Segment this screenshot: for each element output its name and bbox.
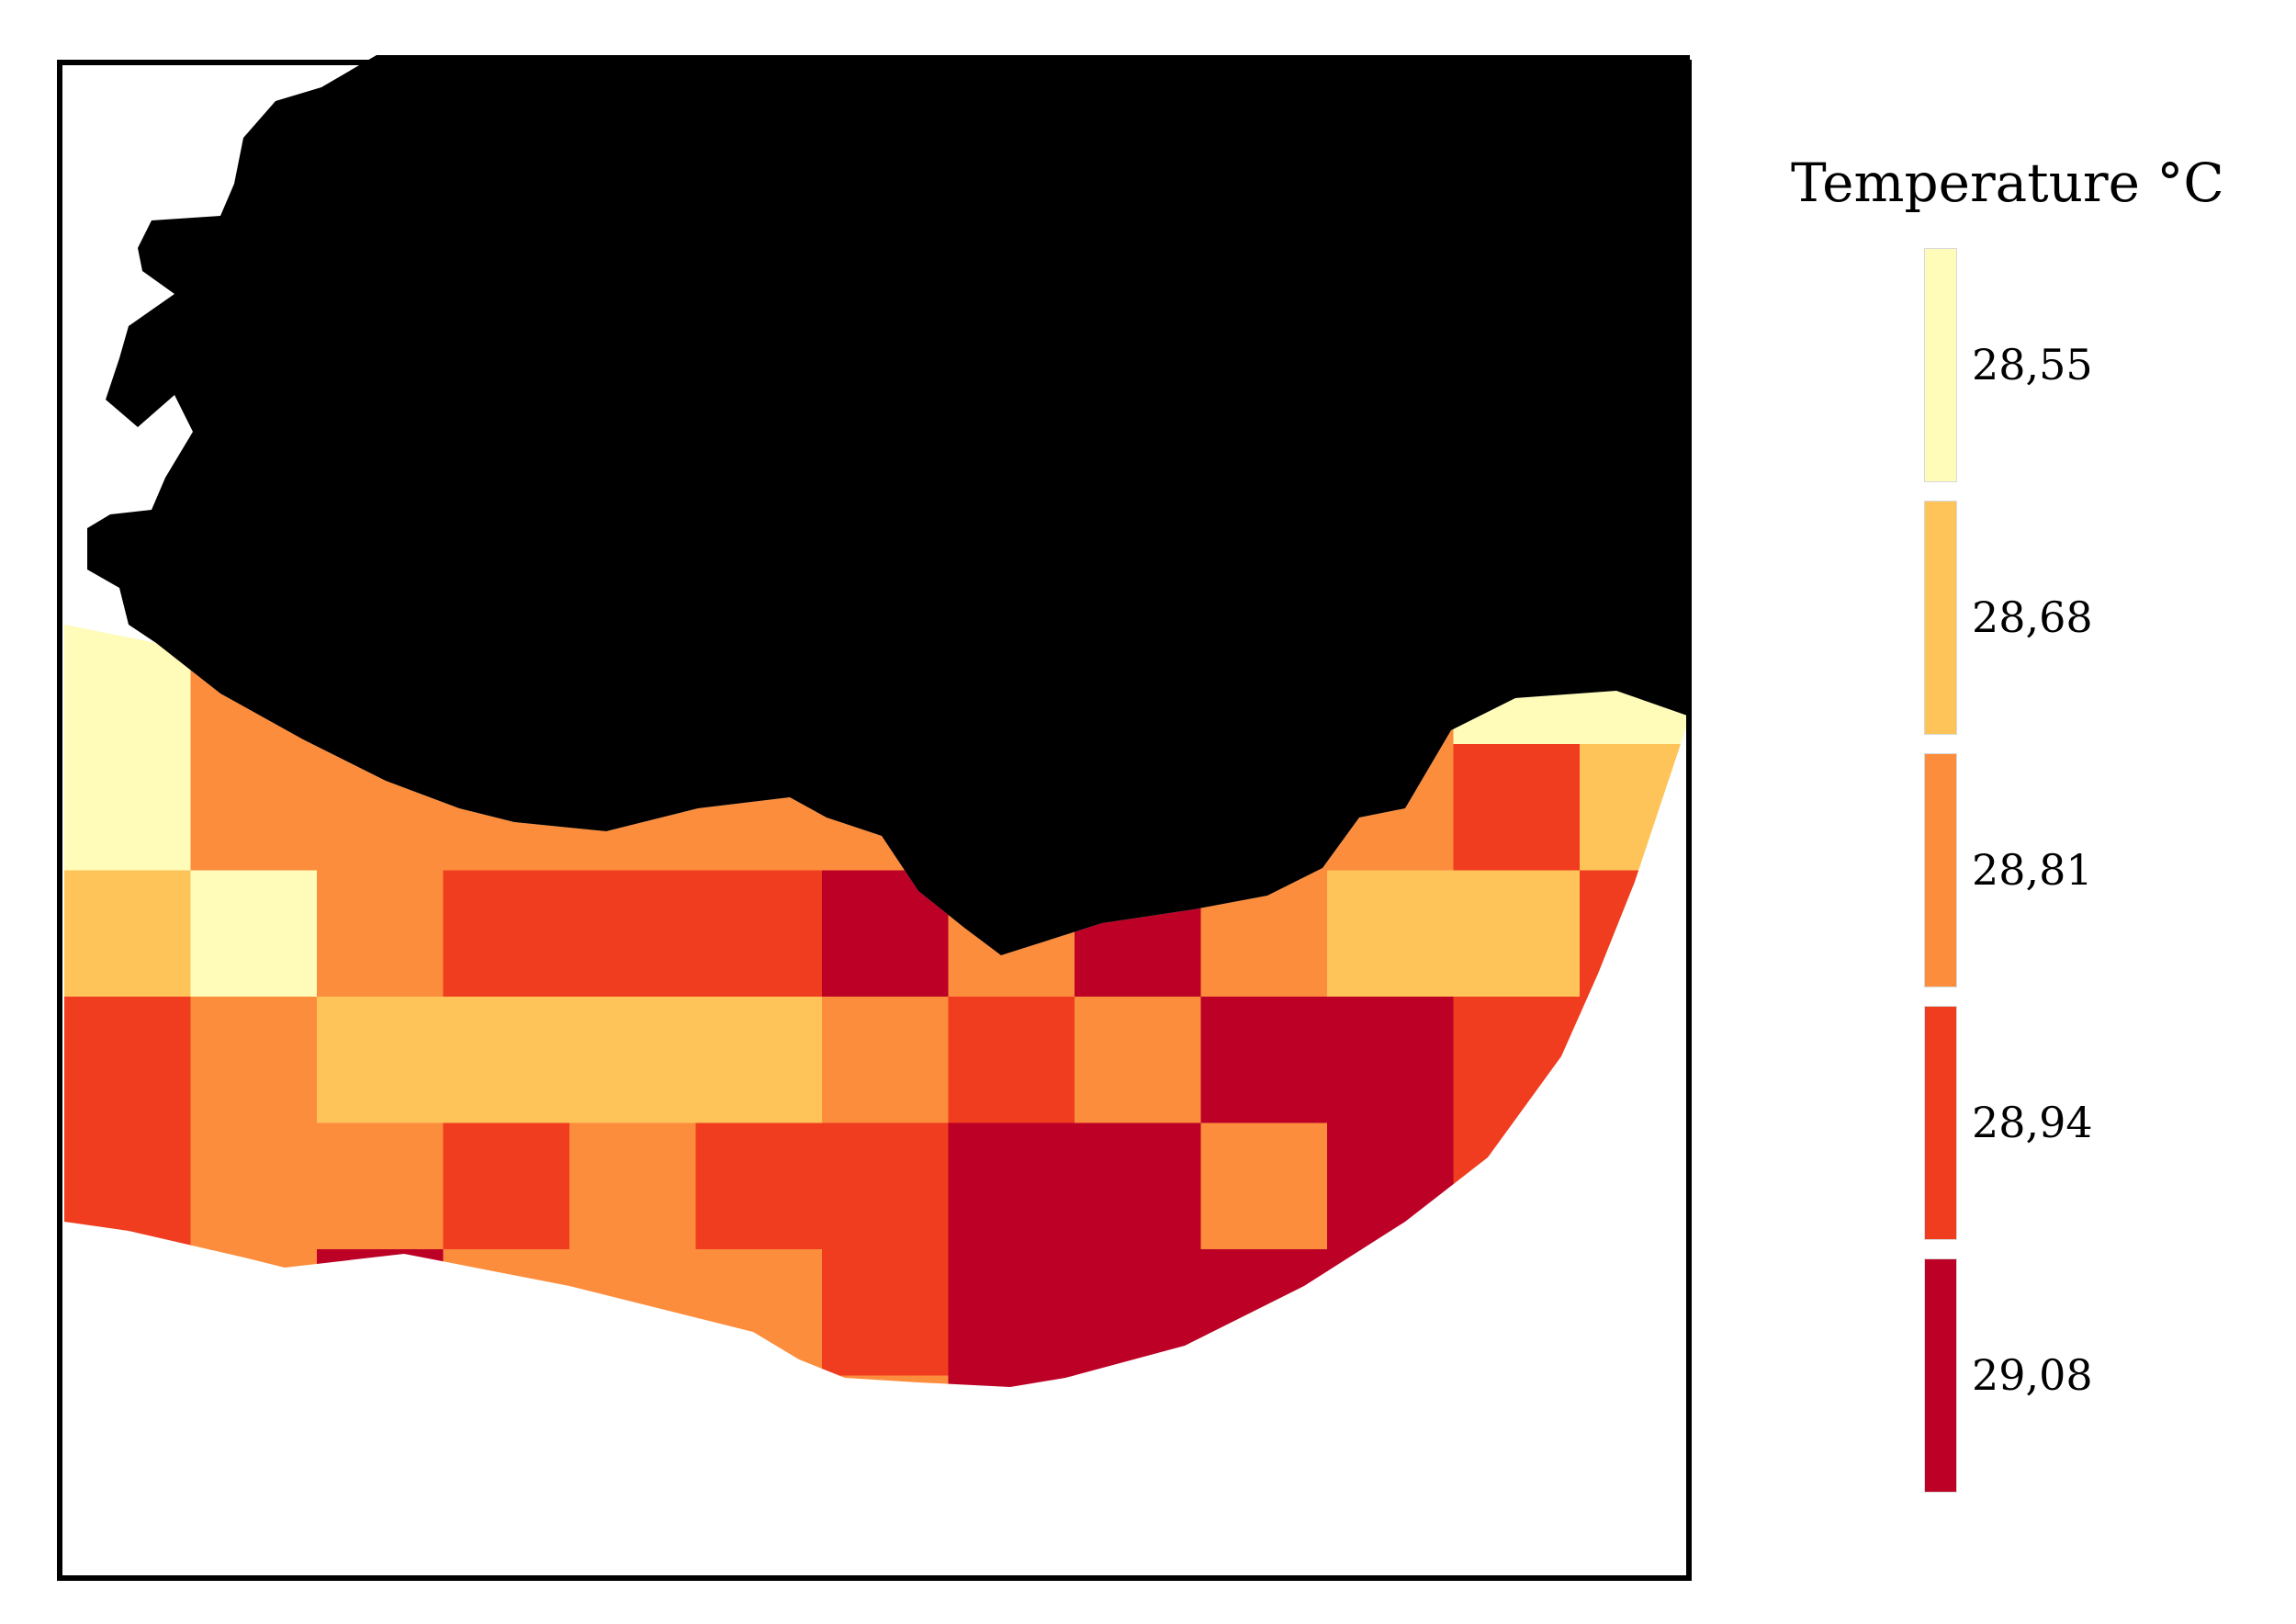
- grid-cell: [443, 997, 570, 1124]
- grid-cell: [822, 997, 950, 1124]
- grid-cell: [190, 870, 318, 998]
- legend-item: 28,94: [1924, 1006, 2108, 1240]
- grid-cell: [695, 1122, 823, 1250]
- legend-item: 28,81: [1924, 753, 2108, 987]
- grid-cell: [317, 1122, 445, 1250]
- grid-cell: [1453, 870, 1581, 998]
- legend-label: 28,81: [1972, 845, 2093, 895]
- grid-cell: [948, 1249, 1075, 1377]
- grid-cell: [1075, 1122, 1202, 1250]
- legend-item: 28,55: [1924, 248, 2108, 482]
- grid-cell: [1453, 744, 1581, 872]
- grid-cell: [569, 870, 697, 998]
- grid-cell: [822, 1122, 950, 1250]
- grid-cell: [190, 997, 318, 1124]
- grid-cell: [64, 744, 192, 872]
- legend-title: Temperature °C: [1791, 152, 2224, 214]
- legend-label: 28,55: [1972, 340, 2093, 389]
- grid-cell: [948, 997, 1075, 1124]
- grid-cell: [695, 870, 823, 998]
- grid-cell: [1200, 1122, 1328, 1250]
- land-mass: [64, 55, 1690, 955]
- grid-cell: [190, 1122, 318, 1250]
- grid-cell: [1327, 870, 1455, 998]
- legend-swatch: [1924, 501, 1957, 735]
- grid-cell: [1327, 997, 1455, 1124]
- grid-cell: [64, 870, 192, 998]
- legend-swatch: [1924, 248, 1957, 482]
- legend-swatch: [1924, 1258, 1957, 1493]
- grid-cell: [695, 997, 823, 1124]
- grid-cell: [317, 870, 445, 998]
- legend-item: 29,08: [1924, 1258, 2108, 1493]
- legend-label: 29,08: [1972, 1350, 2093, 1400]
- map-frame: [57, 60, 1692, 1581]
- grid-cell: [569, 1122, 697, 1250]
- legend-label: 28,68: [1972, 592, 2093, 642]
- grid-cell: [443, 870, 570, 998]
- grid-cell: [948, 1122, 1075, 1250]
- grid-cell: [822, 1249, 950, 1377]
- grid-cell: [569, 997, 697, 1124]
- grid-cell: [1075, 997, 1202, 1124]
- grid-cell: [443, 1122, 570, 1250]
- grid-cell: [1200, 997, 1328, 1124]
- grid-cell: [317, 997, 445, 1124]
- grid-cell: [190, 744, 318, 872]
- legend-item: 28,68: [1924, 501, 2108, 735]
- legend-swatch: [1924, 753, 1957, 987]
- grid-cell: [64, 997, 192, 1124]
- legend-swatch: [1924, 1006, 1957, 1240]
- legend-label: 28,94: [1972, 1098, 2093, 1147]
